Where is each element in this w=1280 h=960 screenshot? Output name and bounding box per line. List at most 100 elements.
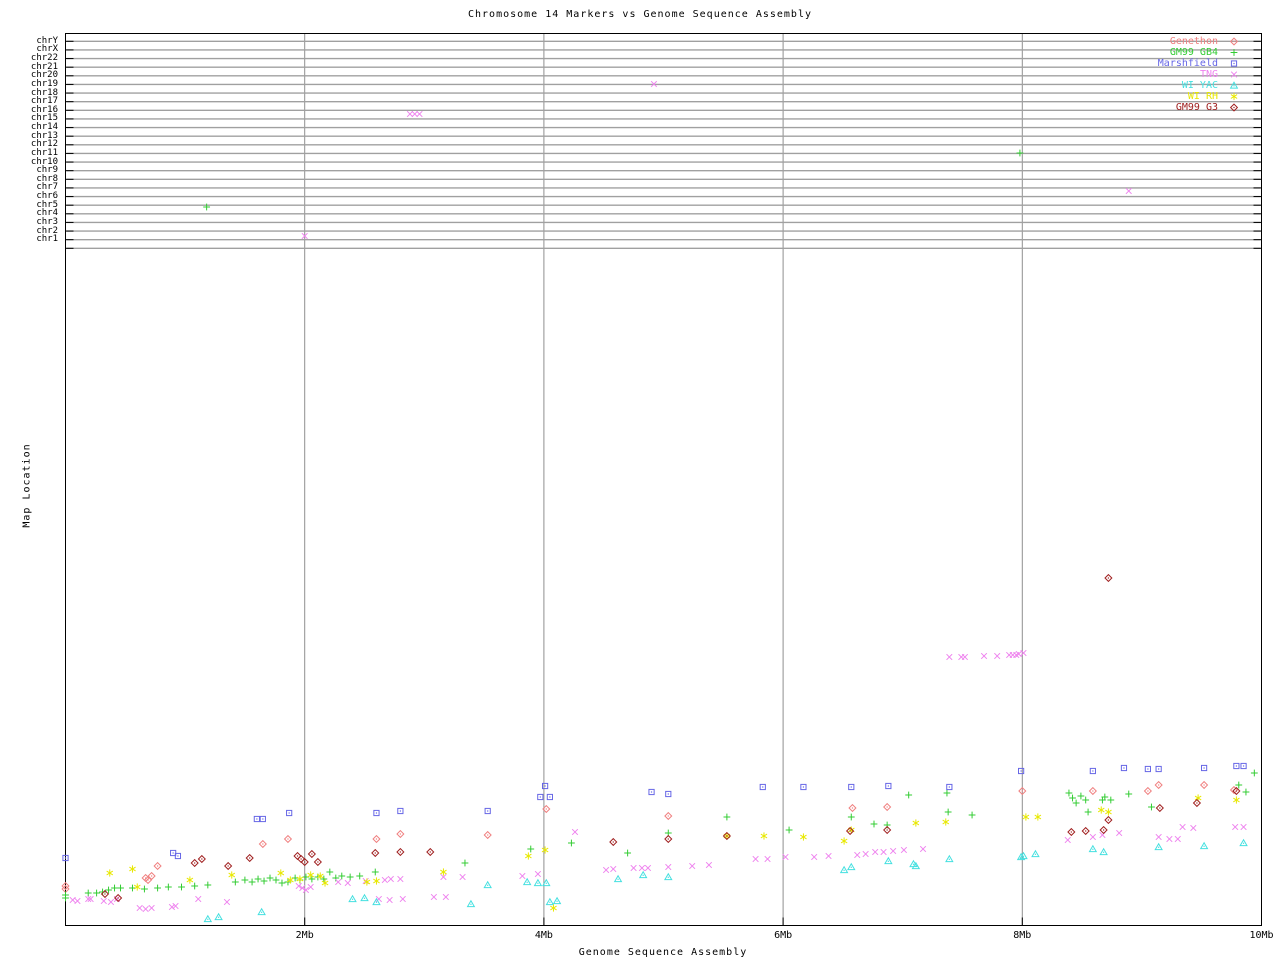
data-point <box>1018 767 1025 775</box>
data-point <box>442 893 449 901</box>
data-point <box>313 857 322 867</box>
data-point <box>1089 767 1096 775</box>
data-point <box>1016 149 1024 157</box>
legend-item-tng: TNG <box>1158 69 1240 80</box>
data-point <box>919 845 927 853</box>
data-point <box>147 871 156 881</box>
data-point <box>411 110 418 118</box>
data-point <box>1088 786 1097 796</box>
data-point <box>552 896 562 905</box>
data-point <box>245 853 254 863</box>
data-point <box>1240 762 1247 770</box>
data-point <box>307 849 316 859</box>
data-point <box>363 878 371 886</box>
data-point <box>397 875 404 883</box>
data-point <box>153 861 162 871</box>
data-point <box>248 878 256 886</box>
data-point <box>100 889 110 899</box>
data-point <box>1088 844 1098 853</box>
y-tick-label-chrX: chrX <box>36 44 58 55</box>
y-tick-label-chr19: chr19 <box>30 78 58 89</box>
data-point <box>1082 796 1090 804</box>
data-point <box>1232 823 1239 831</box>
data-point <box>961 653 969 661</box>
data-point <box>630 864 637 872</box>
data-point <box>346 873 354 881</box>
data-point <box>848 803 857 813</box>
data-point <box>278 879 286 887</box>
data-point <box>1199 841 1209 850</box>
data-point <box>759 783 766 791</box>
data-point <box>1034 813 1042 821</box>
data-point <box>1105 808 1112 816</box>
data-point <box>1233 796 1240 804</box>
data-point <box>519 872 526 880</box>
data-point <box>107 898 115 906</box>
data-point <box>399 895 406 903</box>
data-point <box>416 110 423 118</box>
data-point <box>300 857 309 867</box>
legend-marker-icon <box>1230 49 1238 56</box>
data-point <box>426 847 435 857</box>
data-point <box>307 871 315 879</box>
data-point <box>1089 833 1097 841</box>
data-point <box>1143 786 1152 796</box>
data-point <box>1166 835 1173 843</box>
data-point <box>301 232 308 240</box>
data-point <box>133 883 141 891</box>
data-point <box>114 893 123 903</box>
y-tick-label-chr9: chr9 <box>36 165 58 176</box>
data-point <box>664 834 673 844</box>
data-point <box>613 874 623 883</box>
data-point <box>386 896 393 904</box>
y-tick-label-chr8: chr8 <box>36 173 58 184</box>
y-tick-label-chr21: chr21 <box>30 61 58 72</box>
data-point <box>272 876 280 884</box>
series-wi-rh <box>106 794 1240 912</box>
legend-marker-icon <box>1230 60 1238 67</box>
data-point <box>845 826 855 836</box>
data-point <box>664 872 673 881</box>
y-tick-label-chr11: chr11 <box>30 147 58 158</box>
series-tng <box>69 80 1247 913</box>
data-point <box>302 886 310 894</box>
legend-label: TNG <box>1199 69 1218 80</box>
data-point <box>257 907 266 916</box>
legend-marker-icon <box>1229 81 1239 89</box>
data-point <box>1120 764 1128 772</box>
data-point <box>321 879 329 887</box>
data-point <box>356 872 364 880</box>
data-point <box>644 864 652 872</box>
data-point <box>664 811 673 821</box>
data-point <box>296 875 304 883</box>
data-point <box>872 848 879 856</box>
data-point <box>371 848 380 858</box>
data-point <box>105 886 112 894</box>
y-tick-label-chr17: chr17 <box>30 96 58 107</box>
y-tick-label-chr10: chr10 <box>30 156 58 167</box>
data-point <box>168 903 176 911</box>
data-point <box>880 848 887 856</box>
data-point <box>800 783 807 791</box>
series-gm99-g3 <box>100 573 1241 903</box>
data-point <box>195 895 202 903</box>
data-point <box>1067 827 1076 837</box>
axis-ticks <box>65 40 1262 926</box>
data-point <box>197 854 206 864</box>
data-point <box>537 793 544 801</box>
data-point <box>1125 187 1132 195</box>
data-point <box>905 791 913 799</box>
data-point <box>1242 788 1250 796</box>
y-tick-label-chr14: chr14 <box>30 122 58 133</box>
data-point <box>1081 826 1090 836</box>
data-point <box>266 874 274 882</box>
legend-item-wi-rh: WI RH <box>1158 91 1240 102</box>
data-point <box>1020 649 1027 657</box>
data-point <box>326 868 334 876</box>
x-tick-label-6Mb: 6Mb <box>774 930 793 941</box>
data-point <box>190 858 199 868</box>
data-point <box>381 876 388 884</box>
data-point <box>689 862 696 870</box>
data-point <box>550 904 557 912</box>
